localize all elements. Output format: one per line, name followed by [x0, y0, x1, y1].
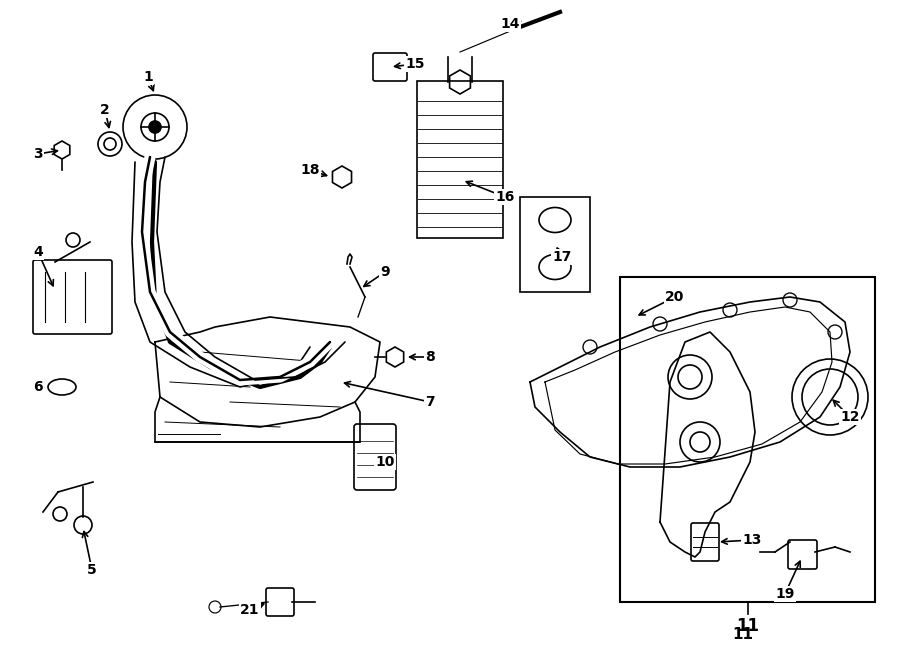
Text: 15: 15	[405, 57, 425, 71]
Text: 10: 10	[375, 455, 395, 469]
Text: 7: 7	[425, 395, 435, 409]
Circle shape	[149, 121, 161, 133]
Text: 9: 9	[380, 265, 390, 279]
Text: 16: 16	[495, 190, 515, 204]
Text: 6: 6	[33, 380, 43, 394]
Text: 2: 2	[100, 103, 110, 117]
Text: 4: 4	[33, 245, 43, 259]
Text: 1: 1	[143, 70, 153, 84]
Text: 13: 13	[742, 533, 761, 547]
Bar	[520, 197, 590, 292]
Text: 8: 8	[425, 350, 435, 364]
Text: 3: 3	[33, 147, 43, 161]
Text: 12: 12	[841, 410, 859, 424]
Text: 17: 17	[553, 250, 572, 264]
Text: 21: 21	[240, 603, 260, 617]
Text: 5: 5	[87, 563, 97, 577]
Text: 20: 20	[665, 290, 685, 304]
Text: 18: 18	[301, 163, 320, 177]
Text: 11: 11	[732, 627, 753, 642]
Text: 11: 11	[736, 617, 759, 635]
Bar	[620, 277, 875, 602]
Text: 19: 19	[775, 587, 795, 601]
Text: 14: 14	[500, 17, 520, 31]
